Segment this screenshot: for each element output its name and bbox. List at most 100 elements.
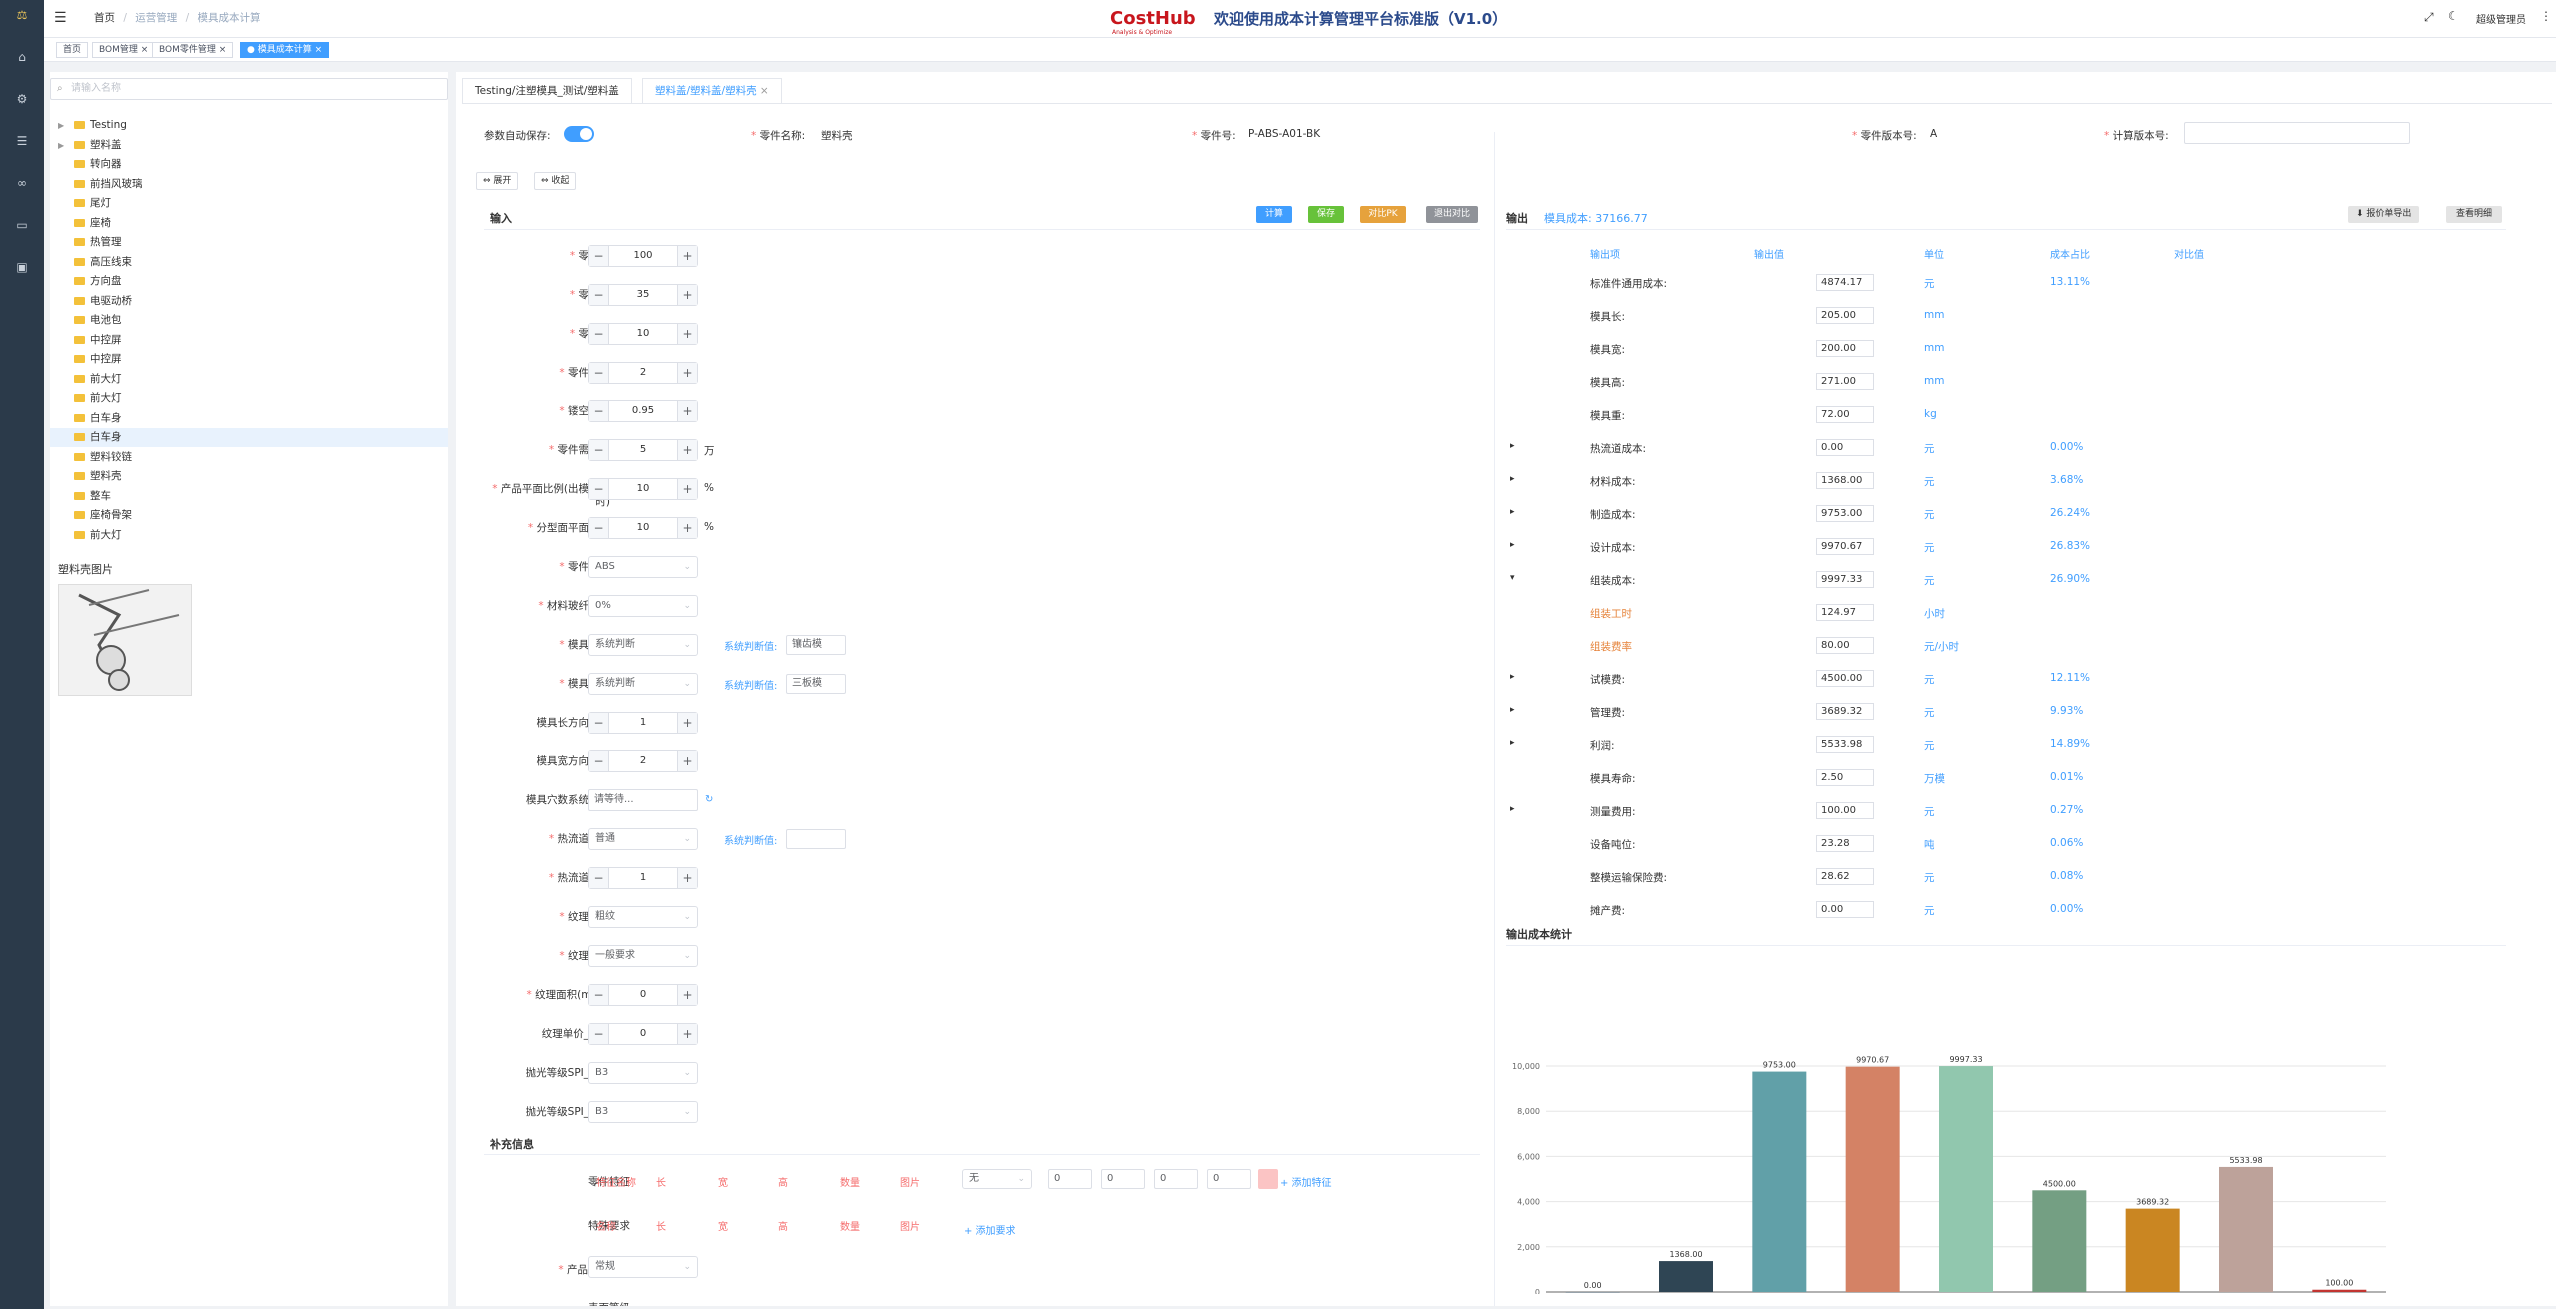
expand-button[interactable]: ⇔ 展开 — [476, 172, 519, 190]
minus-icon[interactable]: − — [589, 1024, 609, 1044]
field-select[interactable]: 系统判断 ⌄ — [588, 634, 698, 656]
plus-icon[interactable]: + — [677, 401, 697, 421]
breadcrumb-home[interactable]: 首页 — [94, 12, 115, 24]
field-select[interactable]: 粗纹 ⌄ — [588, 906, 698, 928]
minus-icon[interactable]: − — [589, 285, 609, 305]
tree-item[interactable]: 塑料铰链 — [50, 448, 448, 467]
number-stepper[interactable]: − 35 + — [588, 284, 698, 306]
link-icon[interactable]: ∞ — [17, 176, 27, 190]
minus-icon[interactable]: − — [589, 518, 609, 538]
number-stepper[interactable]: − 1 + — [588, 867, 698, 889]
stepper-value[interactable]: 0.95 — [631, 405, 655, 416]
stepper-value[interactable]: 10 — [636, 328, 650, 339]
field-select[interactable]: 0% ⌄ — [588, 595, 698, 617]
feature-value-input[interactable]: 0 — [1048, 1169, 1092, 1189]
caret-right-icon[interactable]: ▸ — [1510, 441, 1515, 451]
stepper-value[interactable]: 100 — [633, 250, 653, 261]
number-stepper[interactable]: − 0 + — [588, 984, 698, 1006]
number-stepper[interactable]: − 0.95 + — [588, 400, 698, 422]
tree-item[interactable]: ▶ Testing — [50, 116, 448, 135]
minus-icon[interactable]: − — [589, 401, 609, 421]
stepper-value[interactable]: 2 — [639, 367, 647, 378]
minus-icon[interactable]: − — [589, 479, 609, 499]
minus-icon[interactable]: − — [589, 751, 609, 771]
number-stepper[interactable]: − 10 + — [588, 323, 698, 345]
caret-right-icon[interactable]: ▶ — [58, 121, 65, 130]
tree-item[interactable]: 方向盘 — [50, 272, 448, 291]
tree-search-input[interactable]: ⌕ 请输入名称 — [50, 78, 448, 100]
stepper-value[interactable]: 10 — [636, 522, 650, 533]
tree-item[interactable]: 座椅骨架 — [50, 506, 448, 525]
overall-select[interactable]: 常规 ⌄ — [588, 1256, 698, 1278]
field-select[interactable]: B3 ⌄ — [588, 1101, 698, 1123]
feature-value-input[interactable]: 0 — [1101, 1169, 1145, 1189]
tree-item[interactable]: 电驱动桥 — [50, 292, 448, 311]
plus-icon[interactable]: + — [677, 324, 697, 344]
tree-item[interactable]: 白车身 — [50, 409, 448, 428]
moon-icon[interactable]: ☾ — [2448, 9, 2459, 23]
number-stepper[interactable]: − 5 + — [588, 439, 698, 461]
feature-value-input[interactable]: 0 — [1154, 1169, 1198, 1189]
minus-icon[interactable]: − — [589, 713, 609, 733]
minus-icon[interactable]: − — [589, 440, 609, 460]
export-button[interactable]: ⬇ 报价单导出 — [2348, 206, 2420, 223]
field-select[interactable]: B3 ⌄ — [588, 1062, 698, 1084]
caret-right-icon[interactable]: ▸ — [1510, 738, 1515, 748]
stepper-value[interactable]: 0 — [639, 1028, 647, 1039]
screen-icon[interactable]: ▣ — [16, 260, 28, 274]
home-icon[interactable]: ⌂ — [18, 50, 26, 64]
feature-select[interactable]: 无 ⌄ — [962, 1169, 1032, 1189]
stepper-value[interactable]: 5 — [639, 444, 647, 455]
field-select[interactable]: 一般要求 ⌄ — [588, 945, 698, 967]
number-stepper[interactable]: − 2 + — [588, 750, 698, 772]
detail-button[interactable]: 查看明细 — [2446, 206, 2503, 223]
tree-item[interactable]: 塑料壳 — [50, 467, 448, 486]
minus-icon[interactable]: − — [589, 324, 609, 344]
fullscreen-icon[interactable]: ⤢ — [2424, 10, 2434, 24]
tree-item[interactable]: 高压线束 — [50, 253, 448, 272]
caret-right-icon[interactable]: ▶ — [58, 140, 65, 150]
stepper-value[interactable]: 10 — [636, 483, 650, 494]
caret-right-icon[interactable]: ▸ — [1510, 540, 1515, 550]
plus-icon[interactable]: + — [677, 440, 697, 460]
plus-icon[interactable]: + — [677, 363, 697, 383]
menu-toggle-icon[interactable]: ☰ — [54, 10, 67, 26]
caret-right-icon[interactable]: ▸ — [1510, 804, 1515, 814]
plus-icon[interactable]: + — [677, 868, 697, 888]
recommend-input[interactable]: 请等待... ↻ — [588, 789, 713, 811]
tree-item[interactable]: ▶ 塑料盖 — [50, 136, 448, 155]
user-name[interactable]: 超级管理员 — [2476, 15, 2526, 26]
plus-icon[interactable]: + — [677, 751, 697, 771]
feature-value-input[interactable]: 0 — [1207, 1169, 1251, 1189]
feature-image-button[interactable] — [1258, 1169, 1278, 1189]
caret-down-icon[interactable]: ▾ — [1510, 573, 1515, 583]
plus-icon[interactable]: + — [677, 1024, 697, 1044]
tree-item[interactable]: 转向器 — [50, 155, 448, 174]
more-icon[interactable]: ⋮ — [2540, 9, 2552, 23]
tag-bom-parts[interactable]: BOM零件管理 × — [152, 42, 234, 58]
minus-icon[interactable]: − — [589, 868, 609, 888]
save-button[interactable]: 保存 — [1308, 206, 1344, 223]
minus-icon[interactable]: − — [589, 363, 609, 383]
stepper-value[interactable]: 35 — [636, 289, 650, 300]
add-feature-link[interactable]: + 添加特征 — [1280, 1178, 1332, 1189]
collapse-button[interactable]: ⇔ 收起 — [534, 172, 577, 190]
tree-item[interactable]: 热管理 — [50, 233, 448, 252]
calc-version-input[interactable] — [2184, 122, 2410, 144]
tree-item[interactable]: 电池包 — [50, 311, 448, 330]
compare-button[interactable]: 对比PK — [1360, 206, 1406, 223]
field-select[interactable]: 普通 ⌄ — [588, 828, 698, 850]
refresh-icon[interactable]: ↻ — [705, 794, 714, 805]
minus-icon[interactable]: − — [589, 985, 609, 1005]
plus-icon[interactable]: + — [677, 246, 697, 266]
exit-compare-button[interactable]: 退出对比 — [1426, 206, 1478, 223]
caret-right-icon[interactable]: ▸ — [1510, 672, 1515, 682]
caret-right-icon[interactable]: ▸ — [1510, 474, 1515, 484]
number-stepper[interactable]: − 10 + — [588, 517, 698, 539]
tag-mold-cost[interactable]: ● 模具成本计算 × — [240, 42, 330, 58]
tree-item[interactable]: 中控屏 — [50, 331, 448, 350]
field-select[interactable]: ABS ⌄ — [588, 556, 698, 578]
tree-item[interactable]: 座椅 — [50, 214, 448, 233]
tree-item[interactable]: 前大灯 — [50, 370, 448, 389]
plus-icon[interactable]: + — [677, 479, 697, 499]
